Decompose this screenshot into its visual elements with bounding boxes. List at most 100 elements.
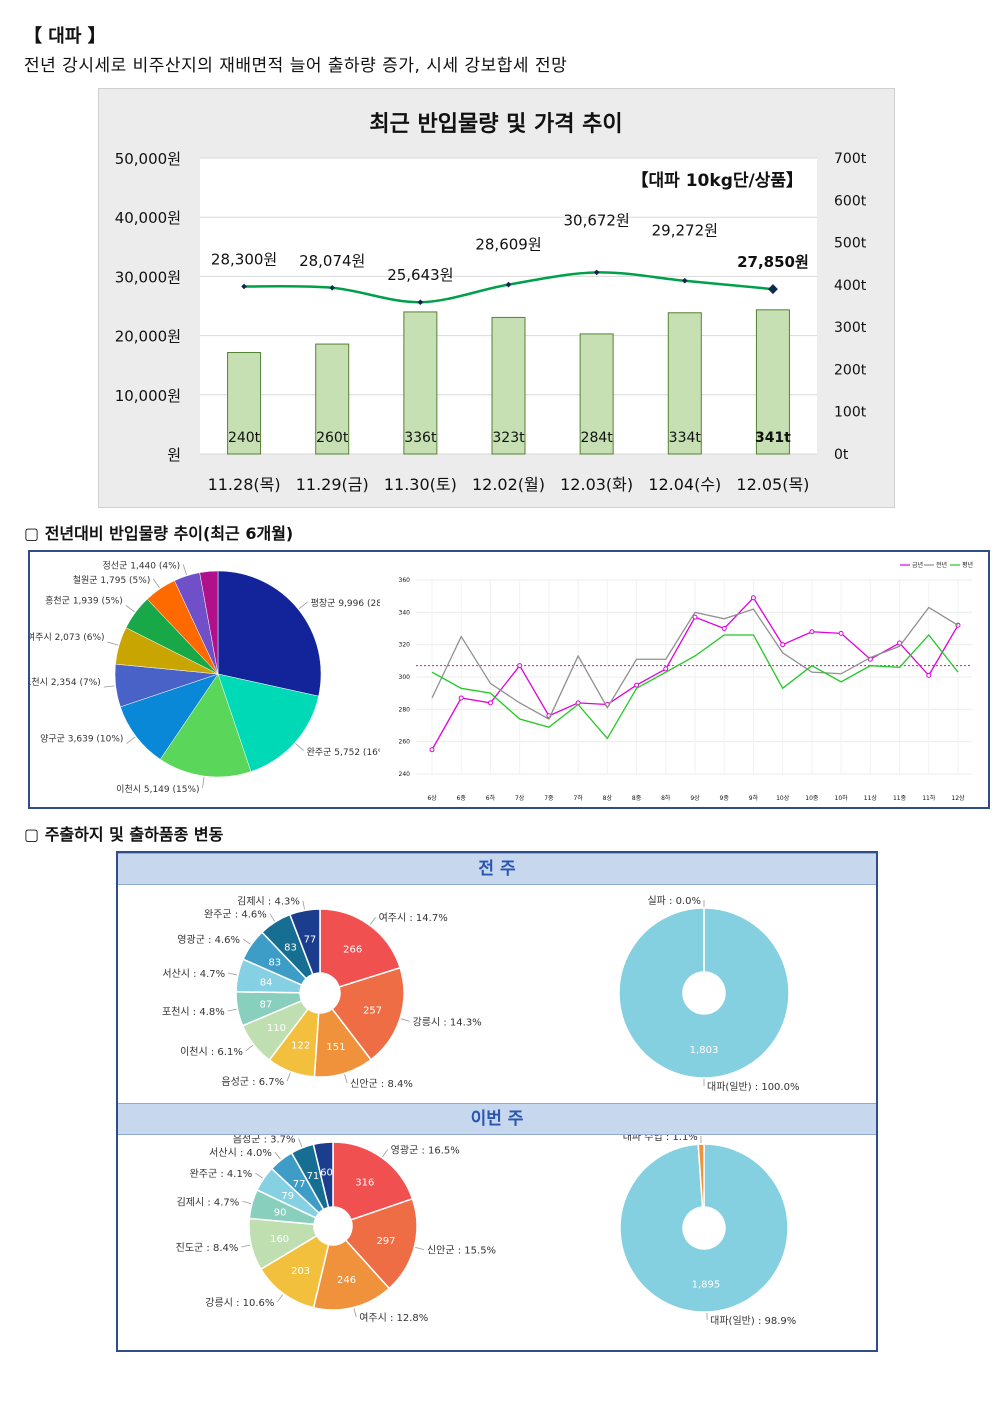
x-tick-label: 6상 xyxy=(427,794,437,802)
volume-label: 336t xyxy=(404,430,437,446)
category-label: 12.03(화) xyxy=(560,475,633,494)
leader-line xyxy=(202,777,205,789)
volume-bar xyxy=(403,311,438,455)
leader-line xyxy=(227,1008,237,1012)
right-tick-label: 100t xyxy=(834,405,867,421)
x-tick-label: 11중 xyxy=(893,795,907,802)
page-subtitle: 전년 강시세로 비주산지의 재배면적 늘어 출하량 증가, 시세 강보합세 전망 xyxy=(24,56,568,76)
price-label: 28,074원 xyxy=(299,252,365,270)
volume-bar xyxy=(491,316,526,455)
slice-value-label: 266 xyxy=(343,944,362,955)
slice-label: 신안군 : 15.5% xyxy=(427,1245,496,1257)
x-tick-label: 10중 xyxy=(805,795,819,802)
volume-label: 260t xyxy=(316,430,349,446)
this-week-variety-donut: 1,895 대파(일반) : 98.9% 대파 수입 : 1.1% xyxy=(619,1135,796,1327)
page-heading: 【 대파 】 xyxy=(24,26,106,47)
slice-value-label: 246 xyxy=(337,1275,356,1286)
series-point xyxy=(721,626,727,631)
slice-label: 철원군 1,795 (5%) xyxy=(73,575,151,586)
leader-line xyxy=(286,1072,291,1082)
leader-line xyxy=(228,972,238,976)
pie-slice xyxy=(312,1239,391,1311)
left-tick-label: 원 xyxy=(167,446,181,464)
volume-label: 341t xyxy=(755,430,791,446)
x-tick-label: 9상 xyxy=(690,794,700,802)
x-tick-label: 8상 xyxy=(603,794,613,802)
right-tick-label: 600t xyxy=(834,193,867,209)
slice-label: 음성군 : 6.7% xyxy=(221,1076,284,1088)
slice-value-label: 1,895 xyxy=(692,1280,721,1291)
pie-slice xyxy=(344,1197,418,1290)
x-tick-label: 6중 xyxy=(457,795,467,802)
pie-slice xyxy=(619,908,789,1078)
right-tick-label: 200t xyxy=(834,362,867,378)
right-tick-label: 0t xyxy=(834,447,849,463)
slice-label: 음성군 : 3.7% xyxy=(233,1135,296,1146)
slice-value-label: 160 xyxy=(270,1234,289,1245)
slice-value-label: 84 xyxy=(260,977,273,988)
slice-label: 진도군 : 8.4% xyxy=(176,1242,239,1254)
slice-label: 포천시 2,354 (7%) xyxy=(30,677,101,688)
unit-note: 【대파 10kg단/상품】 xyxy=(632,170,803,191)
price-label: 27,850원 xyxy=(737,253,809,271)
slice-value-label: 1,803 xyxy=(690,1045,719,1056)
pie-slice xyxy=(217,673,319,772)
series-point xyxy=(663,666,669,672)
slice-value-label: 110 xyxy=(267,1023,286,1034)
slice-value-label: 83 xyxy=(284,942,297,953)
pie-slice xyxy=(288,908,321,976)
leader-line xyxy=(344,1074,348,1084)
volume-price-chart: 최근 반입물량 및 가격 추이 50,000원 40,000원 30,000원 20,0… xyxy=(115,112,867,494)
pie-slice xyxy=(332,1141,414,1221)
slice-label: 대파(일반) : 100.0% xyxy=(707,1081,799,1093)
leader-line xyxy=(242,1200,252,1205)
section-title-yoy: ▢ 전년대비 반입물량 추이(최근 6개월) xyxy=(24,524,294,543)
x-tick-label: 12상 xyxy=(951,794,965,802)
slice-label: 서산시 : 4.7% xyxy=(162,968,225,980)
pie-slice xyxy=(619,1143,789,1313)
legend-label: 전년 xyxy=(936,561,947,569)
band-this-week: 이번 주 xyxy=(118,1103,876,1135)
slice-label: 정선군 1,440 (4%) xyxy=(103,560,181,571)
left-tick-label: 10,000원 xyxy=(115,387,181,405)
slice-value-label: 87 xyxy=(259,1000,272,1011)
y-tick-label: 240 xyxy=(399,771,411,778)
category-label: 12.05(목) xyxy=(736,475,809,494)
volume-label: 284t xyxy=(581,430,614,446)
x-tick-label: 10상 xyxy=(776,794,790,802)
leader-line xyxy=(353,1308,357,1318)
slice-label: 이천시 : 6.1% xyxy=(180,1046,243,1058)
x-tick-label: 9하 xyxy=(749,794,759,802)
volume-label: 334t xyxy=(669,430,702,446)
slice-label: 이천시 5,149 (15%) xyxy=(116,784,199,795)
right-tick-label: 400t xyxy=(834,278,867,294)
slice-label: 강릉시 : 14.3% xyxy=(413,1016,482,1028)
volume-bar xyxy=(755,309,790,455)
leader-line xyxy=(298,1138,303,1148)
volume-bar xyxy=(315,343,350,455)
volume-bar xyxy=(579,333,614,455)
slice-value-label: 77 xyxy=(293,1179,306,1190)
region-pie-chart: 평창군 9,996 (28%) 완주군 5,752 (16%) 이천시 5,149 … xyxy=(30,560,380,795)
price-marker xyxy=(681,277,688,284)
price-marker xyxy=(593,269,600,276)
pie-slice xyxy=(159,673,252,778)
price-label: 28,300원 xyxy=(211,250,277,268)
leader-line xyxy=(153,578,160,589)
leader-line xyxy=(369,916,376,925)
x-tick-label: 7상 xyxy=(515,794,525,802)
pie-slice xyxy=(697,1143,705,1208)
price-label: 29,272원 xyxy=(652,222,718,240)
slice-label: 신안군 : 8.4% xyxy=(350,1078,413,1090)
leader-line xyxy=(103,685,115,688)
price-label: 28,609원 xyxy=(475,236,541,254)
category-label: 11.30(토) xyxy=(384,475,457,494)
x-tick-label: 7하 xyxy=(573,794,583,802)
y-tick-label: 260 xyxy=(399,739,411,746)
slice-label: 영광군 : 4.6% xyxy=(177,934,240,946)
price-marker xyxy=(505,281,512,288)
left-tick-label: 30,000원 xyxy=(115,268,181,286)
yoy-panel: 평창군 9,996 (28%) 완주군 5,752 (16%) 이천시 5,149 … xyxy=(28,550,990,809)
y-tick-label: 340 xyxy=(399,609,411,616)
x-tick-label: 9중 xyxy=(720,795,730,802)
